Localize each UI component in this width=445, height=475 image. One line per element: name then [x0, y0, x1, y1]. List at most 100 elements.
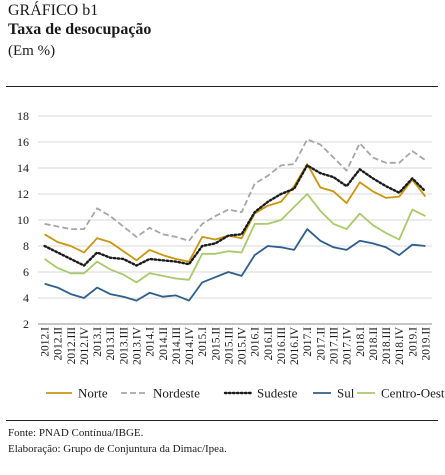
data-point [254, 223, 256, 225]
data-point [201, 253, 203, 255]
x-tick-label: 2012.II [53, 327, 65, 361]
data-point [359, 142, 361, 144]
data-point [136, 236, 138, 238]
x-tick-label: 2013.IV [132, 326, 144, 365]
series-lines [43, 138, 427, 302]
y-tick-label: 12 [17, 187, 29, 201]
data-point [320, 240, 322, 242]
x-tick-label: 2018.I [355, 327, 367, 357]
data-point [83, 272, 85, 274]
legend-label: Sul [337, 386, 355, 401]
series-line [44, 228, 426, 302]
y-axis-ticks: 2 4 6 8 10 12 14 16 18 [17, 109, 29, 331]
data-point [280, 165, 282, 167]
data-point [425, 159, 427, 161]
data-point [149, 249, 151, 251]
data-point [320, 210, 322, 212]
data-point [293, 249, 295, 251]
x-tick-label: 2018.III [381, 327, 393, 365]
data-point [398, 192, 400, 194]
series-line [44, 163, 427, 263]
data-point [411, 178, 413, 180]
data-point [123, 274, 125, 276]
data-point [70, 258, 72, 260]
data-point [44, 223, 46, 225]
data-point [96, 207, 98, 209]
y-tick-label: 6 [23, 265, 29, 279]
data-point [254, 183, 256, 185]
data-point [57, 241, 59, 243]
data-point [306, 165, 308, 167]
x-tick-label: 2017.III [329, 327, 341, 365]
chart-title: Taxa de desocupação [8, 21, 152, 38]
data-point [411, 150, 413, 152]
data-point [398, 162, 400, 164]
data-point [136, 282, 138, 284]
data-point [346, 185, 348, 187]
data-point [280, 246, 282, 248]
series-sudeste [43, 164, 427, 267]
data-point [201, 223, 203, 225]
data-point [333, 223, 335, 225]
data-point [201, 282, 203, 284]
data-point [109, 241, 111, 243]
data-point [359, 240, 361, 242]
data-point [359, 168, 361, 170]
data-point [83, 252, 85, 254]
data-point [372, 224, 374, 226]
data-point [346, 228, 348, 230]
data-point [136, 265, 138, 267]
data-point [359, 181, 361, 183]
x-tick-label: 2016.II [263, 327, 275, 361]
x-tick-label: 2017.IV [342, 326, 354, 365]
data-point [44, 258, 46, 260]
data-point [96, 261, 98, 263]
data-point [346, 249, 348, 251]
data-point [188, 300, 190, 302]
legend-label: Nordeste [153, 386, 200, 401]
legend: Norte Nordeste Sudeste Sul Centro-Oeste [46, 386, 445, 401]
data-point [372, 157, 374, 159]
data-point [149, 258, 151, 260]
data-point [280, 219, 282, 221]
data-point [149, 227, 151, 229]
data-point [175, 258, 177, 260]
data-point [306, 193, 308, 195]
data-point [70, 245, 72, 247]
data-point [333, 157, 335, 159]
data-point [109, 269, 111, 271]
y-tick-label: 8 [23, 239, 29, 253]
data-point [346, 170, 348, 172]
x-tick-label: 2018.IV [394, 326, 406, 365]
data-point [214, 239, 216, 241]
data-point [162, 296, 164, 298]
x-tick-label: 2019.I [407, 327, 419, 357]
grid-lines [38, 115, 432, 325]
data-point [57, 226, 59, 228]
x-tick-label: 2015.II [210, 327, 222, 361]
elaboration-note: Elaboração: Grupo de Conjuntura da Dimac… [8, 443, 227, 455]
data-point [109, 215, 111, 217]
bottom-rule [6, 420, 438, 421]
series-sul [44, 228, 426, 302]
data-point [57, 252, 59, 254]
data-point [96, 237, 98, 239]
data-point [57, 287, 59, 289]
data-point [228, 209, 230, 211]
data-point [425, 191, 427, 193]
data-point [123, 226, 125, 228]
data-point [398, 254, 400, 256]
data-point [201, 236, 203, 238]
data-point [70, 228, 72, 230]
data-point [267, 205, 269, 207]
source-note: Fonte: PNAD Contínua/IBGE. [8, 427, 144, 439]
x-tick-label: 2016.I [250, 327, 262, 357]
x-tick-label: 2013.III [118, 327, 130, 365]
data-point [241, 233, 243, 235]
x-tick-label: 2018.II [368, 327, 380, 361]
data-point [162, 275, 164, 277]
data-point [254, 211, 256, 213]
y-tick-label: 4 [23, 291, 29, 305]
data-point [372, 178, 374, 180]
x-tick-label: 2016.IV [289, 326, 301, 365]
